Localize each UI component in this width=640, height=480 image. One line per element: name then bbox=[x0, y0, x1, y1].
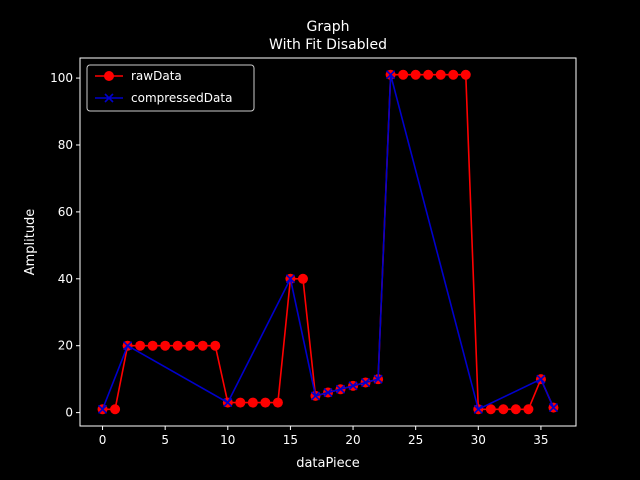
chart-title: Graph bbox=[307, 19, 350, 35]
data-point-compressed bbox=[97, 404, 108, 414]
y-axis-ticks: 0 20 40 60 80 100 bbox=[50, 71, 80, 420]
legend: rawData compressedData bbox=[86, 64, 255, 112]
data-point-raw bbox=[110, 404, 121, 415]
data-point-raw bbox=[210, 340, 221, 351]
y-tick-label: 40 bbox=[58, 272, 73, 286]
data-point-raw bbox=[448, 69, 459, 80]
y-tick-label: 0 bbox=[65, 406, 73, 420]
data-point-compressed bbox=[335, 384, 346, 394]
y-tick-label: 100 bbox=[50, 71, 73, 85]
x-axis-label: dataPiece bbox=[296, 456, 360, 471]
data-point-raw bbox=[423, 69, 434, 80]
data-point-raw bbox=[272, 397, 283, 408]
y-tick-label: 60 bbox=[58, 205, 73, 219]
series-line-compressed bbox=[101, 74, 555, 411]
legend-marker-raw bbox=[104, 71, 114, 81]
x-tick-label: 35 bbox=[533, 433, 548, 447]
x-tick-label: 15 bbox=[283, 433, 298, 447]
data-point-raw bbox=[135, 340, 146, 351]
y-tick-label: 20 bbox=[58, 339, 73, 353]
data-point-compressed bbox=[310, 391, 321, 401]
chart-subtitle: With Fit Disabled bbox=[269, 37, 387, 53]
data-point-raw bbox=[197, 340, 208, 351]
data-point-raw bbox=[510, 404, 521, 415]
legend-label-raw: rawData bbox=[131, 69, 182, 83]
legend-box bbox=[86, 64, 255, 112]
data-point-raw bbox=[172, 340, 183, 351]
series-compressed bbox=[97, 70, 559, 414]
data-point-compressed bbox=[536, 374, 546, 384]
x-tick-label: 10 bbox=[220, 433, 235, 447]
y-axis-label: Amplitude bbox=[23, 209, 38, 276]
data-point-raw bbox=[523, 404, 534, 415]
data-point-compressed bbox=[373, 374, 383, 384]
data-point-compressed bbox=[223, 398, 233, 408]
data-point-compressed bbox=[123, 341, 133, 351]
legend-label-compressed: compressedData bbox=[131, 91, 232, 105]
data-point-compressed bbox=[361, 377, 371, 388]
x-tick-label: 5 bbox=[161, 433, 169, 447]
data-point-raw bbox=[160, 340, 171, 351]
data-point-raw bbox=[498, 404, 509, 415]
data-point-compressed bbox=[473, 404, 483, 414]
legend-marker-compressed bbox=[104, 93, 114, 103]
data-point-compressed bbox=[323, 387, 333, 398]
data-point-raw bbox=[410, 69, 421, 80]
data-point-compressed bbox=[285, 274, 295, 284]
data-point-raw bbox=[485, 404, 496, 415]
data-point-raw bbox=[398, 69, 409, 80]
x-tick-label: 20 bbox=[345, 433, 360, 447]
data-point-raw bbox=[247, 397, 258, 408]
data-point-raw bbox=[235, 397, 246, 408]
data-point-compressed bbox=[386, 70, 396, 80]
data-point-compressed bbox=[548, 403, 559, 413]
legend-entry-raw: rawData bbox=[95, 69, 182, 83]
data-point-compressed bbox=[348, 381, 358, 391]
x-tick-label: 30 bbox=[471, 433, 486, 447]
x-tick-label: 25 bbox=[408, 433, 423, 447]
x-axis-ticks: 0 5 10 15 20 25 30 35 bbox=[99, 426, 549, 447]
data-point-raw bbox=[147, 340, 158, 351]
data-point-raw bbox=[460, 69, 471, 80]
y-tick-label: 80 bbox=[58, 138, 73, 152]
series-layer bbox=[97, 69, 559, 415]
data-point-raw bbox=[260, 397, 271, 408]
data-point-raw bbox=[297, 273, 308, 284]
legend-entry-compressed: compressedData bbox=[95, 91, 232, 105]
x-tick-label: 0 bbox=[99, 433, 107, 447]
data-point-raw bbox=[435, 69, 446, 80]
data-point-raw bbox=[185, 340, 196, 351]
plot-frame bbox=[79, 57, 577, 427]
